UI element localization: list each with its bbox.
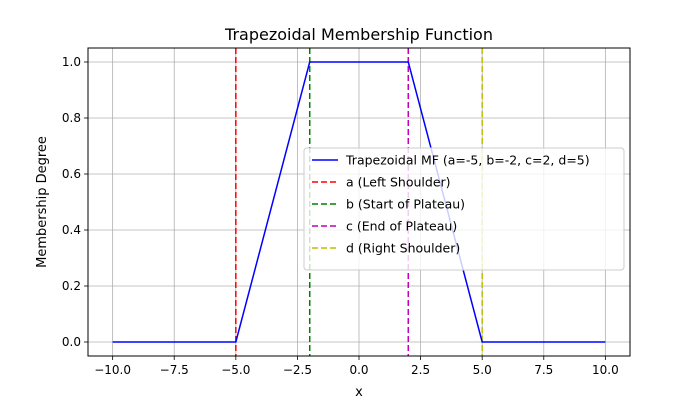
x-tick-label: 5.0 [473, 363, 492, 377]
y-axis-label: Membership Degree [35, 136, 50, 268]
legend-label-0: Trapezoidal MF (a=-5, b=-2, c=2, d=5) [345, 153, 590, 168]
legend-label-4: d (Right Shoulder) [346, 241, 460, 256]
y-tick-label: 0.2 [62, 279, 81, 293]
legend-label-2: b (Start of Plateau) [346, 197, 465, 212]
x-tick-label: −7.5 [160, 363, 189, 377]
x-tick-label: −10.0 [94, 363, 131, 377]
legend-frame [303, 147, 625, 271]
legend: Trapezoidal MF (a=-5, b=-2, c=2, d=5) a (… [303, 147, 625, 271]
series-line-0 [112, 61, 606, 343]
chart-title: Trapezoidal Membership Function [224, 25, 493, 44]
x-tick-label: −2.5 [283, 363, 312, 377]
series-lines [112, 61, 606, 343]
y-tick-label: 1.0 [62, 55, 81, 69]
x-tick-label: 7.5 [534, 363, 553, 377]
y-tick-label: 0.4 [62, 223, 81, 237]
y-tick-label: 0.0 [62, 335, 81, 349]
x-axis-label: x [355, 385, 363, 400]
x-tick-label: 10.0 [592, 363, 619, 377]
y-tick-label: 0.6 [62, 167, 81, 181]
y-axis-ticks: 0.0 0.2 0.4 0.6 0.8 1.0 [62, 55, 88, 349]
legend-label-3: c (End of Plateau) [346, 219, 457, 234]
x-tick-label: 2.5 [411, 363, 430, 377]
x-axis-ticks: −10.0 −7.5 −5.0 −2.5 0.0 2.5 5.0 7.5 10.0 [94, 356, 619, 377]
legend-label-1: a (Left Shoulder) [346, 175, 451, 190]
x-tick-label: 0.0 [349, 363, 368, 377]
x-tick-label: −5.0 [221, 363, 250, 377]
y-tick-label: 0.8 [62, 111, 81, 125]
